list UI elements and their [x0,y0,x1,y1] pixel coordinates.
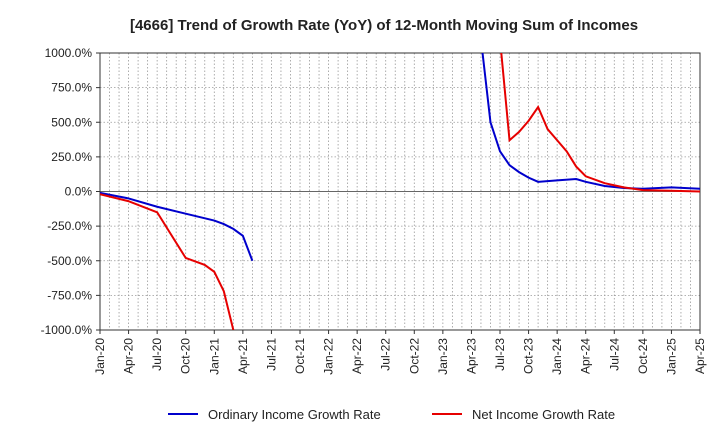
series-line-2-segment-2 [500,53,700,193]
grid [99,52,701,331]
x-tick-label: Jul-24 [607,338,621,371]
y-tick-label: -750.0% [47,288,92,302]
x-tick-label: Jan-24 [550,338,564,375]
x-tick-label: Jul-21 [264,338,278,371]
x-tick-label: Jul-23 [493,338,507,371]
x-tick-label: Jul-22 [379,338,393,371]
series-lines [100,53,700,330]
x-tick-label: Jan-23 [436,338,450,375]
x-tick-label: Jul-20 [150,338,164,371]
y-tick-label: 500.0% [51,115,92,129]
x-tick-label: Apr-21 [236,338,250,374]
x-tick-label: Apr-24 [579,338,593,374]
x-tick-label: Oct-20 [179,338,193,374]
series-line-2-segment-1 [100,193,235,330]
legend-label: Net Income Growth Rate [472,407,615,422]
y-tick-label: -1000.0% [41,323,93,337]
y-tick-label: 1000.0% [45,46,93,60]
x-tick-label: Apr-22 [350,338,364,374]
axes: 1000.0% 750.0% 500.0% 250.0% 0.0% -250.0% -500… [41,46,707,375]
x-tick-label: Jan-25 [664,338,678,375]
x-tick-label: Apr-20 [122,338,136,374]
x-tick-label: Oct-22 [407,338,421,374]
series-line-1-segment-1 [100,191,254,262]
x-tick-label: Apr-23 [464,338,478,374]
legend-label: Ordinary Income Growth Rate [208,407,381,422]
x-tick-label: Jan-22 [322,338,336,375]
x-tick-label: Oct-23 [522,338,536,374]
x-tick-label: Jan-20 [93,338,107,375]
y-tick-label: -500.0% [47,254,92,268]
y-tick-label: 250.0% [51,150,92,164]
x-tick-label: Oct-24 [636,338,650,374]
x-tick-label: Oct-21 [293,338,307,374]
y-tick-label: -250.0% [47,219,92,233]
x-tick-label: Jan-21 [207,338,221,375]
y-tick-label: 0.0% [65,185,93,199]
y-tick-label: 750.0% [51,81,92,95]
legend: Ordinary Income Growth Rate Net Income Gr… [168,407,615,422]
chart-title: [4666] Trend of Growth Rate (YoY) of 12-… [130,17,638,34]
x-tick-label: Apr-25 [693,338,707,374]
